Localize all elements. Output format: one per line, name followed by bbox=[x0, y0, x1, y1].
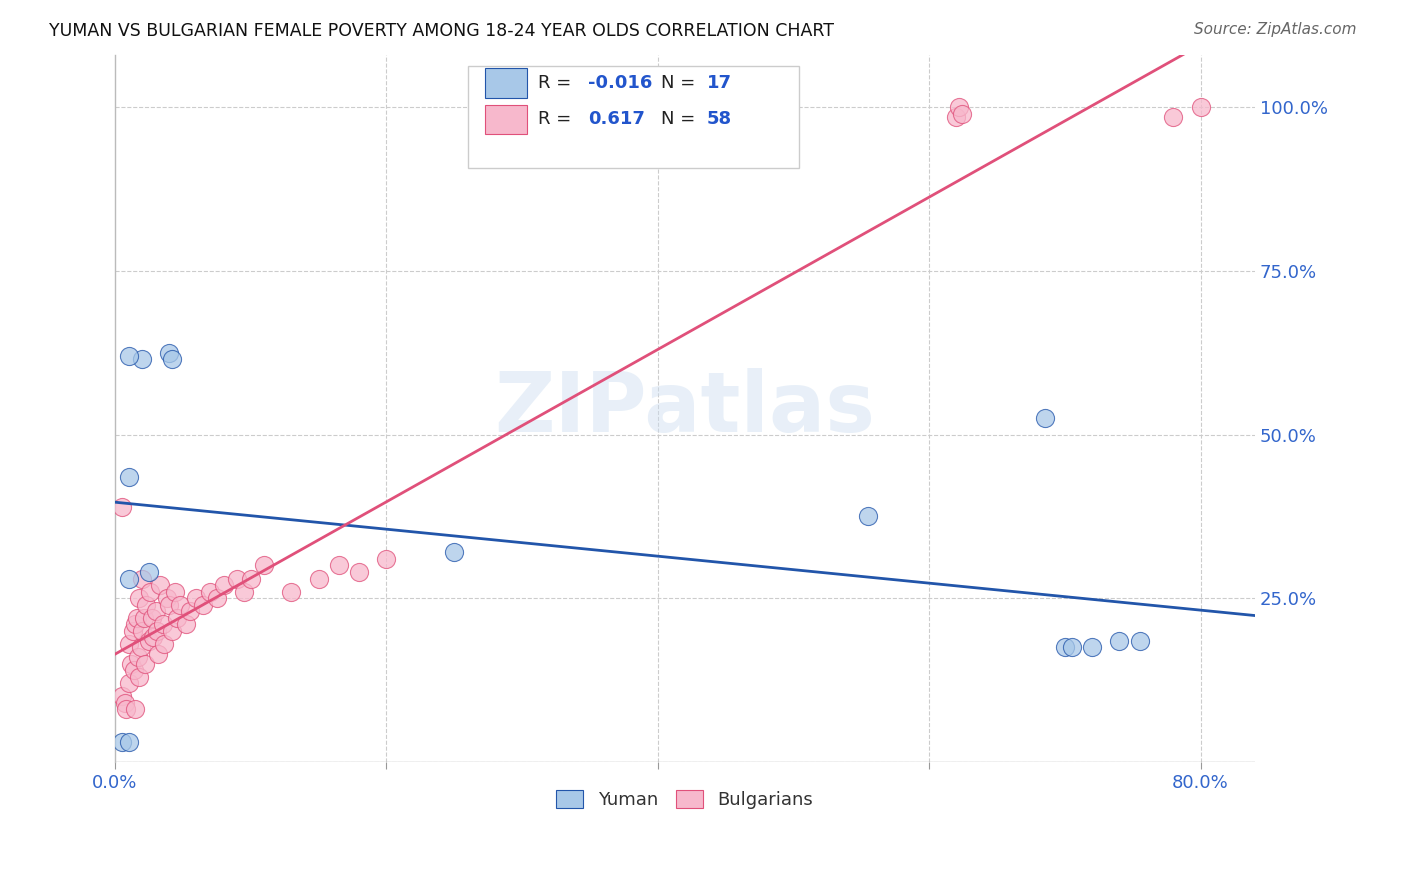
FancyBboxPatch shape bbox=[468, 66, 799, 169]
Text: 0.617: 0.617 bbox=[588, 111, 645, 128]
Text: YUMAN VS BULGARIAN FEMALE POVERTY AMONG 18-24 YEAR OLDS CORRELATION CHART: YUMAN VS BULGARIAN FEMALE POVERTY AMONG … bbox=[49, 22, 834, 40]
Point bbox=[124, 617, 146, 632]
Point bbox=[253, 558, 276, 573]
Point bbox=[328, 558, 350, 573]
Point bbox=[138, 633, 160, 648]
Point bbox=[135, 598, 157, 612]
Point bbox=[169, 598, 191, 612]
Point bbox=[375, 552, 398, 566]
Point bbox=[856, 509, 879, 524]
Point bbox=[117, 349, 139, 363]
Point bbox=[1189, 100, 1212, 114]
Point bbox=[134, 657, 156, 671]
Point bbox=[149, 578, 172, 592]
Point bbox=[155, 591, 177, 606]
Point bbox=[141, 611, 163, 625]
Point bbox=[239, 572, 262, 586]
Point bbox=[193, 598, 215, 612]
Point bbox=[132, 611, 155, 625]
Point bbox=[146, 624, 169, 638]
Point bbox=[117, 637, 139, 651]
Point bbox=[1033, 411, 1056, 425]
Point bbox=[198, 584, 221, 599]
Point bbox=[153, 637, 176, 651]
Point bbox=[142, 631, 165, 645]
Point bbox=[121, 624, 143, 638]
FancyBboxPatch shape bbox=[485, 68, 526, 97]
Point bbox=[120, 657, 142, 671]
Point bbox=[145, 604, 167, 618]
Point bbox=[308, 572, 330, 586]
Text: N =: N = bbox=[661, 74, 702, 92]
Point bbox=[212, 578, 235, 592]
Point bbox=[111, 735, 134, 749]
Point bbox=[950, 107, 973, 121]
Point bbox=[174, 617, 197, 632]
Point bbox=[139, 584, 162, 599]
Point bbox=[115, 702, 138, 716]
Text: 17: 17 bbox=[707, 74, 731, 92]
Point bbox=[111, 690, 134, 704]
Point bbox=[111, 500, 134, 514]
Point bbox=[117, 572, 139, 586]
Point bbox=[127, 650, 149, 665]
Point bbox=[124, 702, 146, 716]
Point bbox=[1053, 640, 1076, 655]
Point bbox=[114, 696, 136, 710]
Point bbox=[232, 584, 254, 599]
Point bbox=[1060, 640, 1083, 655]
Legend: Yuman, Bulgarians: Yuman, Bulgarians bbox=[550, 782, 821, 816]
Text: 58: 58 bbox=[707, 111, 731, 128]
Text: R =: R = bbox=[538, 74, 576, 92]
Point bbox=[125, 611, 148, 625]
Point bbox=[128, 591, 150, 606]
FancyBboxPatch shape bbox=[485, 104, 526, 135]
Point bbox=[226, 572, 249, 586]
Text: Source: ZipAtlas.com: Source: ZipAtlas.com bbox=[1194, 22, 1357, 37]
Point bbox=[349, 565, 371, 579]
Point bbox=[1128, 633, 1150, 648]
Point bbox=[1108, 633, 1130, 648]
Point bbox=[160, 352, 183, 367]
Point bbox=[179, 604, 201, 618]
Text: N =: N = bbox=[661, 111, 702, 128]
Point bbox=[152, 617, 174, 632]
Point bbox=[166, 611, 188, 625]
Point bbox=[131, 624, 153, 638]
Point bbox=[131, 352, 153, 367]
Point bbox=[443, 545, 465, 559]
Text: -0.016: -0.016 bbox=[588, 74, 652, 92]
Point bbox=[948, 100, 970, 114]
Point bbox=[122, 663, 145, 677]
Point bbox=[160, 624, 183, 638]
Point bbox=[157, 598, 180, 612]
Point bbox=[148, 647, 170, 661]
Point bbox=[131, 572, 153, 586]
Text: R =: R = bbox=[538, 111, 582, 128]
Text: ZIPatlas: ZIPatlas bbox=[495, 368, 876, 449]
Point bbox=[280, 584, 302, 599]
Point bbox=[1163, 110, 1185, 124]
Point bbox=[117, 676, 139, 690]
Point bbox=[117, 470, 139, 484]
Point bbox=[1081, 640, 1104, 655]
Point bbox=[138, 565, 160, 579]
Point bbox=[945, 110, 967, 124]
Point bbox=[117, 735, 139, 749]
Point bbox=[163, 584, 186, 599]
Point bbox=[129, 640, 152, 655]
Point bbox=[186, 591, 208, 606]
Point bbox=[128, 670, 150, 684]
Point bbox=[205, 591, 228, 606]
Point bbox=[157, 346, 180, 360]
